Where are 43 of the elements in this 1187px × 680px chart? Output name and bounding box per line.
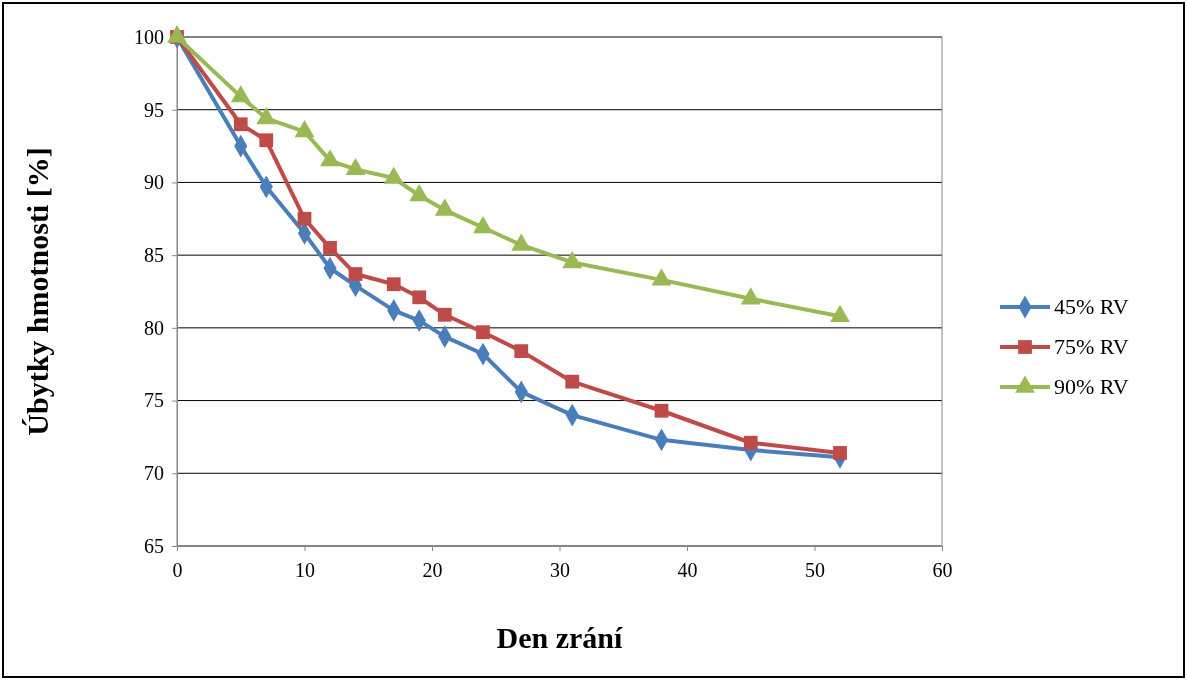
point bbox=[259, 133, 274, 148]
point bbox=[297, 211, 312, 226]
y-tick-label: 90 bbox=[144, 171, 164, 194]
point bbox=[437, 307, 452, 322]
point bbox=[256, 107, 277, 125]
x-tick-label: 30 bbox=[550, 559, 570, 582]
y-tick-label: 85 bbox=[144, 244, 164, 267]
point bbox=[386, 277, 401, 292]
legend-label: 90% RV bbox=[1054, 374, 1129, 399]
point bbox=[383, 166, 404, 184]
point bbox=[294, 120, 315, 138]
x-tick-label: 60 bbox=[932, 559, 953, 582]
y-axis-title: Úbytky hmotnosti [%] bbox=[21, 147, 54, 436]
y-tick-label: 75 bbox=[144, 389, 164, 412]
point bbox=[233, 117, 248, 132]
legend-label: 75% RV bbox=[1054, 334, 1129, 359]
point bbox=[565, 374, 580, 389]
point bbox=[345, 157, 366, 176]
legend-label: 45% RV bbox=[1054, 294, 1129, 319]
y-tick-label: 70 bbox=[144, 462, 164, 485]
x-tick-label: 10 bbox=[295, 559, 315, 582]
point bbox=[743, 435, 758, 450]
x-tick-label: 0 bbox=[172, 559, 183, 582]
point bbox=[409, 184, 430, 202]
x-axis-title: Den zrání bbox=[496, 621, 624, 654]
point bbox=[323, 240, 337, 255]
point bbox=[230, 85, 251, 103]
point bbox=[167, 25, 187, 43]
x-tick-label: 50 bbox=[805, 559, 825, 582]
point bbox=[412, 290, 427, 305]
y-tick-label: 95 bbox=[144, 98, 164, 121]
point bbox=[514, 344, 529, 359]
x-tick-label: 40 bbox=[677, 559, 698, 582]
y-tick-label: 100 bbox=[134, 25, 164, 48]
point bbox=[654, 403, 669, 418]
point bbox=[476, 325, 490, 340]
y-tick-label: 80 bbox=[144, 316, 164, 339]
point bbox=[833, 446, 847, 460]
point bbox=[320, 149, 340, 167]
point bbox=[473, 216, 493, 234]
y-tick-label: 65 bbox=[144, 534, 164, 557]
point bbox=[348, 267, 363, 281]
x-tick-label: 20 bbox=[422, 559, 443, 582]
